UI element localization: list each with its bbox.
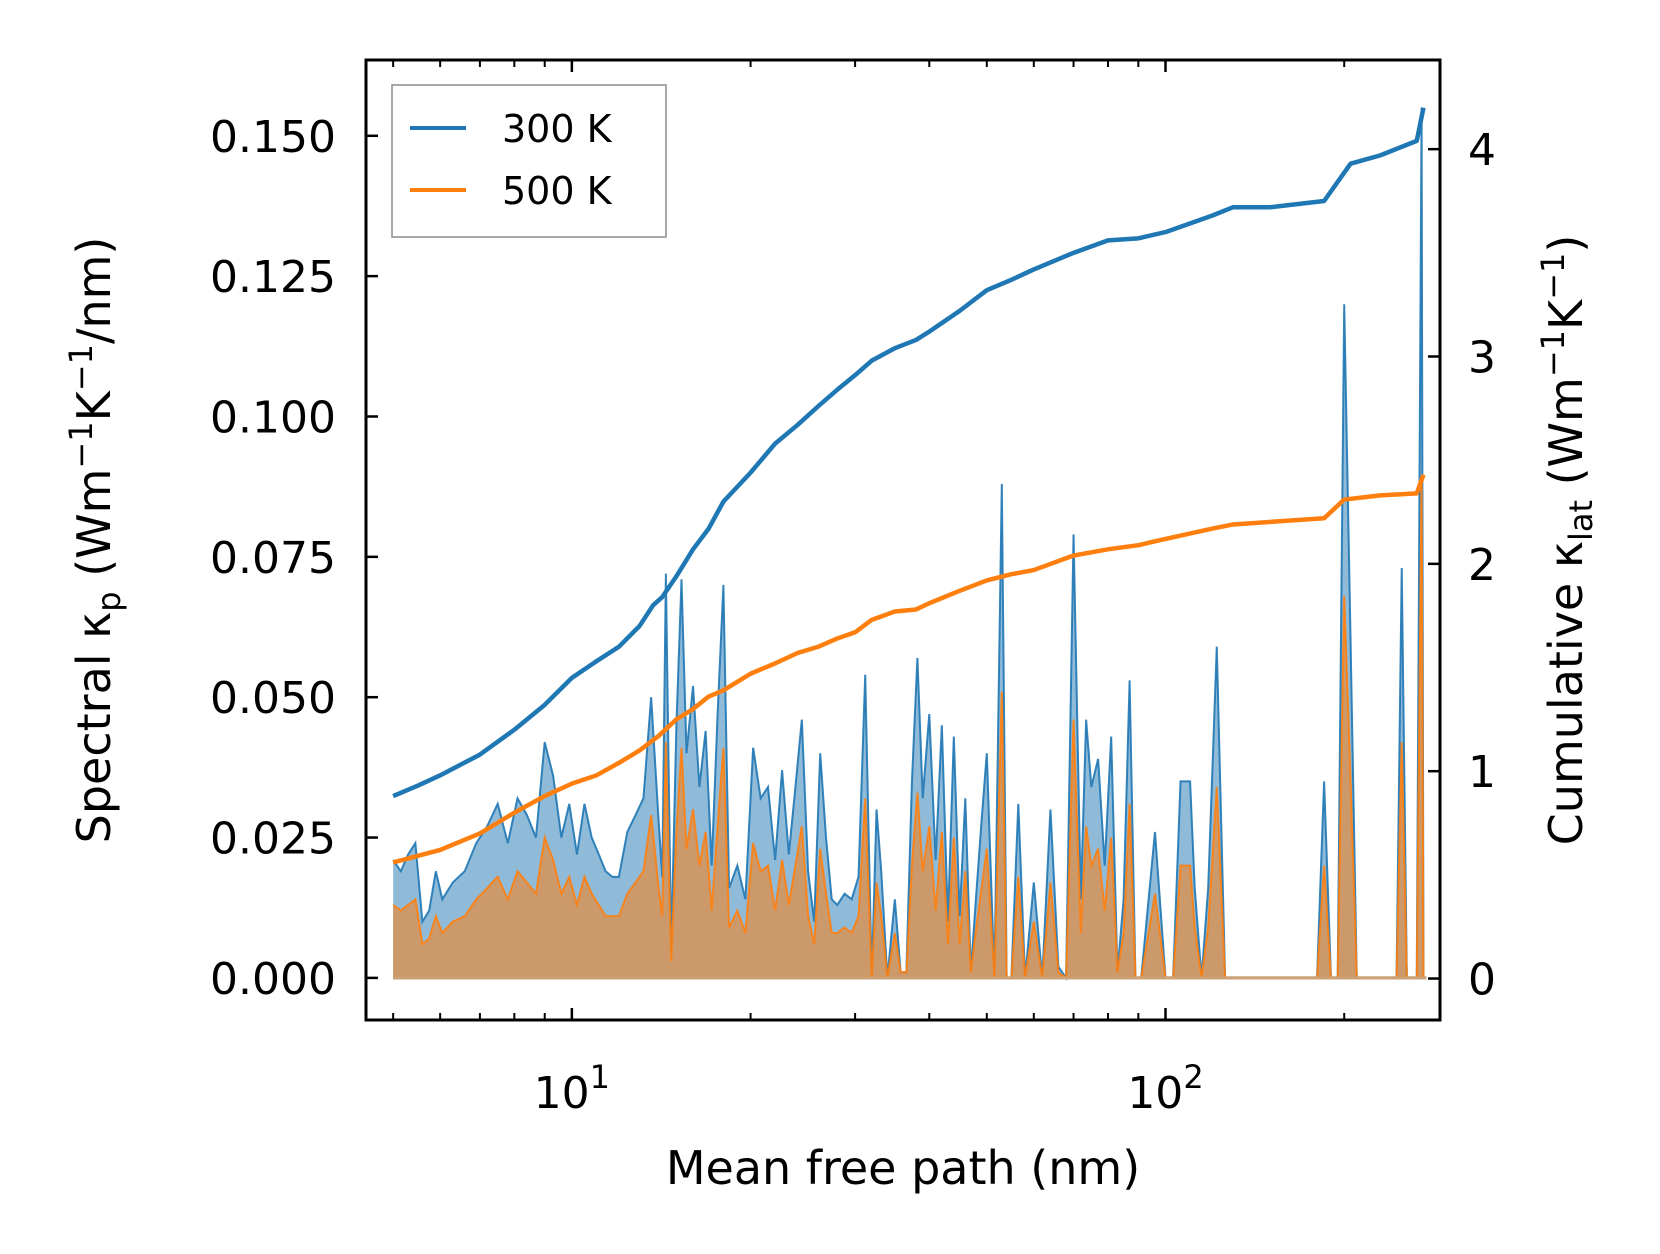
axis-ticks bbox=[366, 60, 1440, 1020]
y-right-title-main: Cumulative κ bbox=[1539, 541, 1593, 845]
spectral-series bbox=[392, 107, 1427, 982]
y-right-title-exp1: −1 bbox=[1534, 330, 1572, 377]
y-right-title-mid: K bbox=[1539, 298, 1593, 330]
legend-label-500k: 500 K bbox=[502, 169, 613, 213]
y-left-axis-title: Spectral κp (Wm−1K−1/nm) bbox=[62, 237, 128, 844]
y-left-tick-label: 0.000 bbox=[210, 954, 336, 1005]
y-right-title-units: (Wm bbox=[1539, 377, 1593, 485]
svg-text:Spectral κp (Wm−1K−1/nm): Spectral κp (Wm−1K−1/nm) bbox=[62, 237, 128, 844]
legend: 300 K 500 K bbox=[391, 84, 667, 238]
y-left-tick-label: 0.125 bbox=[210, 252, 336, 303]
legend-frame bbox=[391, 84, 667, 238]
x-axis-title: Mean free path (nm) bbox=[666, 1141, 1140, 1195]
y-left-title-main: Spectral κ bbox=[67, 612, 121, 844]
y-right-tick-label: 1 bbox=[1468, 747, 1496, 798]
y-right-title-exp2: −1 bbox=[1534, 253, 1572, 300]
y-left-title-sub: p bbox=[90, 591, 128, 611]
y-right-axis-title: Cumulative κlat (Wm−1K−1) bbox=[1534, 235, 1600, 846]
y-right-title-tail: ) bbox=[1539, 235, 1593, 253]
tick-labels: 101 1020.0000.0250.0500.0750.1000.1250.15… bbox=[210, 112, 1496, 1119]
y-left-tick-label: 0.050 bbox=[210, 673, 336, 724]
plot-frame bbox=[364, 58, 1442, 1022]
y-left-title-exp1: −1 bbox=[62, 421, 100, 468]
x-tick-label-10-1: 101 bbox=[534, 1058, 610, 1119]
y-left-tick-label: 0.025 bbox=[210, 814, 336, 865]
svg-text:Cumulative κlat (Wm−1K−1): Cumulative κlat (Wm−1K−1) bbox=[1534, 235, 1600, 846]
spectral-area-300k bbox=[393, 107, 1424, 978]
cumulative-line-500k bbox=[392, 473, 1426, 865]
y-right-tick-label: 0 bbox=[1468, 955, 1496, 1006]
y-left-title-units: (Wm bbox=[67, 469, 121, 577]
y-left-tick-label: 0.075 bbox=[210, 533, 336, 584]
cumulative-series bbox=[392, 107, 1426, 865]
legend-label-300k: 300 K bbox=[502, 107, 613, 151]
x-tick-label-10-2: 102 bbox=[1127, 1058, 1203, 1119]
spectral-area-500k bbox=[393, 478, 1424, 978]
y-right-tick-label: 3 bbox=[1468, 333, 1496, 384]
spectral-line-500k bbox=[392, 478, 1425, 980]
cumulative-line-300k bbox=[392, 107, 1426, 799]
y-left-title-mid: K bbox=[67, 389, 121, 421]
y-right-title-sub: lat bbox=[1562, 500, 1600, 541]
y-left-title-exp2: −1 bbox=[62, 344, 100, 391]
spectral-line-300k bbox=[392, 107, 1425, 982]
y-left-tick-label: 0.150 bbox=[210, 112, 336, 163]
y-left-tick-label: 0.100 bbox=[210, 392, 336, 443]
y-right-tick-label: 2 bbox=[1468, 540, 1496, 591]
y-left-title-tail: /nm) bbox=[67, 237, 121, 344]
y-right-tick-label: 4 bbox=[1468, 125, 1496, 176]
